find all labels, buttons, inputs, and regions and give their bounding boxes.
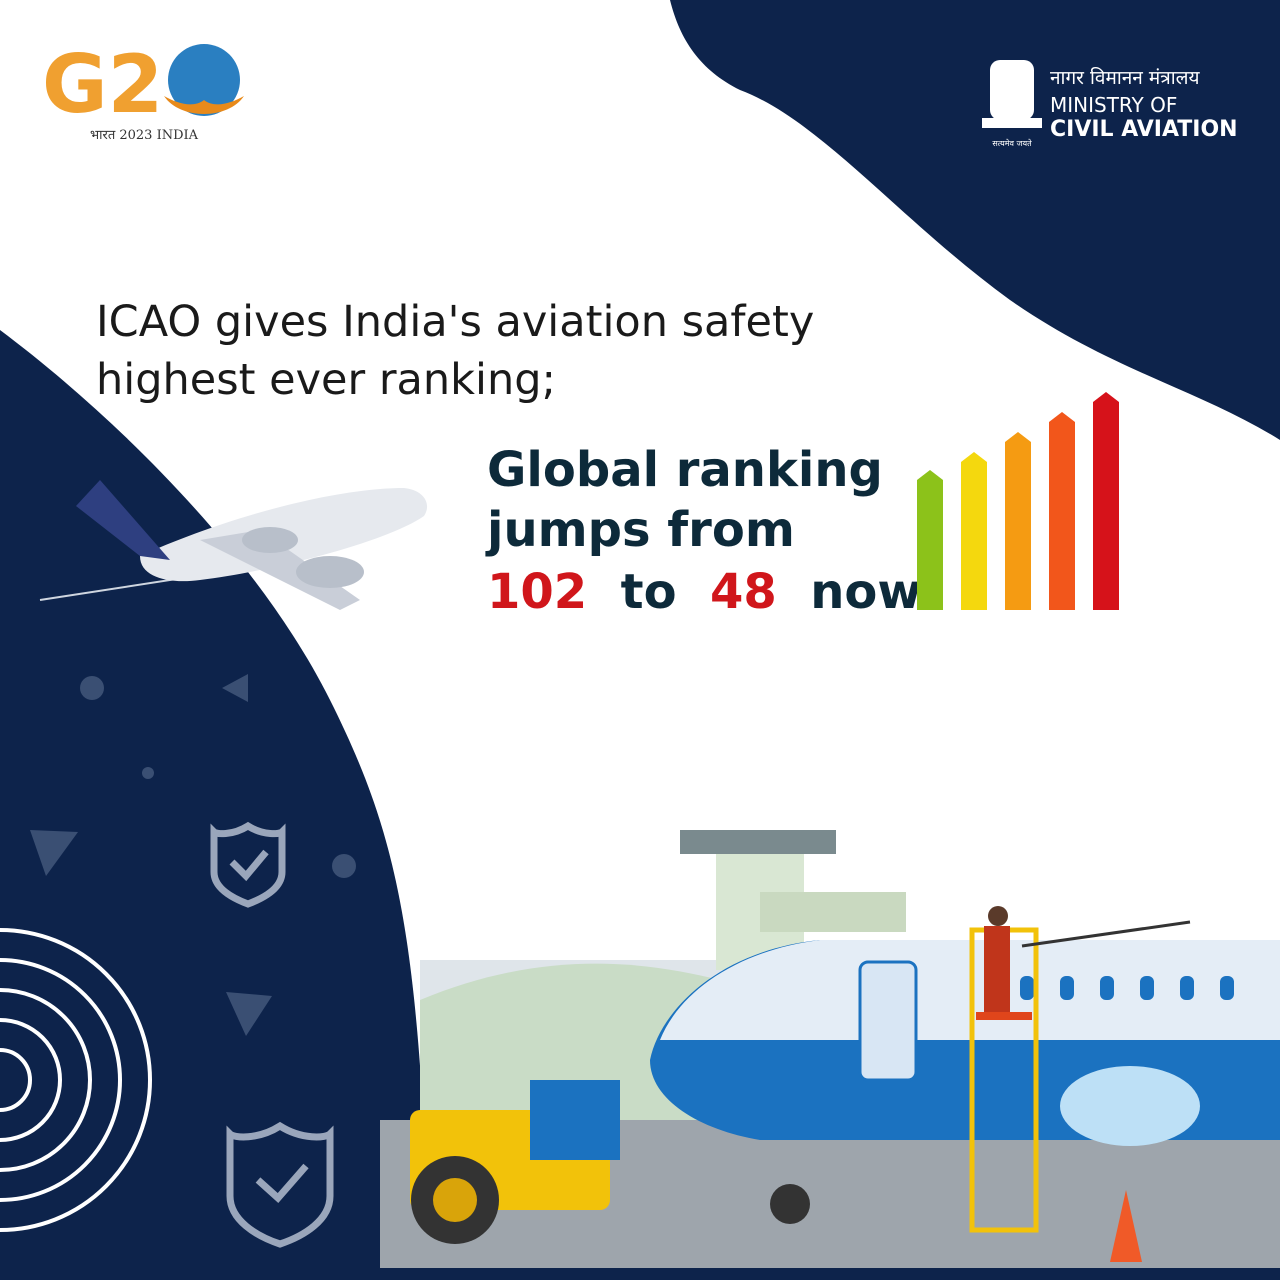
rank-to-word: to: [621, 564, 694, 620]
lotus: [164, 96, 244, 114]
ministry-hindi: नागर विमानन मंत्रालय: [1050, 66, 1201, 89]
navy-shape-left: [0, 330, 430, 1280]
rings: [0, 928, 152, 1232]
ranking-text: Global ranking jumps from 102 to 48 now.: [485, 442, 937, 620]
decorations: [30, 674, 356, 1036]
headline-line: ICAO gives India's aviation safety: [96, 297, 814, 347]
airport-scene: [0, 830, 1280, 1280]
flying-plane: [39, 480, 428, 610]
g20-caption: भारत 2023 INDIA: [90, 128, 199, 143]
motto: सत्यमेव जयते: [992, 138, 1032, 148]
rank-from: 102: [487, 564, 604, 620]
g20-mark: G2: [42, 38, 163, 131]
rank-now-value: 48: [710, 564, 794, 620]
emblem: [982, 60, 1042, 128]
ranking-line: 102 to 48 now.: [487, 564, 937, 620]
ranking-line: jumps from: [485, 502, 795, 558]
ministry-line2: CIVIL AVIATION: [1050, 117, 1238, 142]
headline-line: highest ever ranking;: [96, 355, 556, 405]
shield-icons: [210, 821, 334, 1248]
navy-shape-top: [670, 0, 1280, 440]
bar-icon: [917, 392, 1119, 610]
ministry-line1: MINISTRY OF: [1050, 93, 1177, 117]
rank-now: now.: [810, 564, 937, 620]
globe: [168, 44, 240, 116]
ranking-line: Global ranking: [487, 442, 883, 498]
